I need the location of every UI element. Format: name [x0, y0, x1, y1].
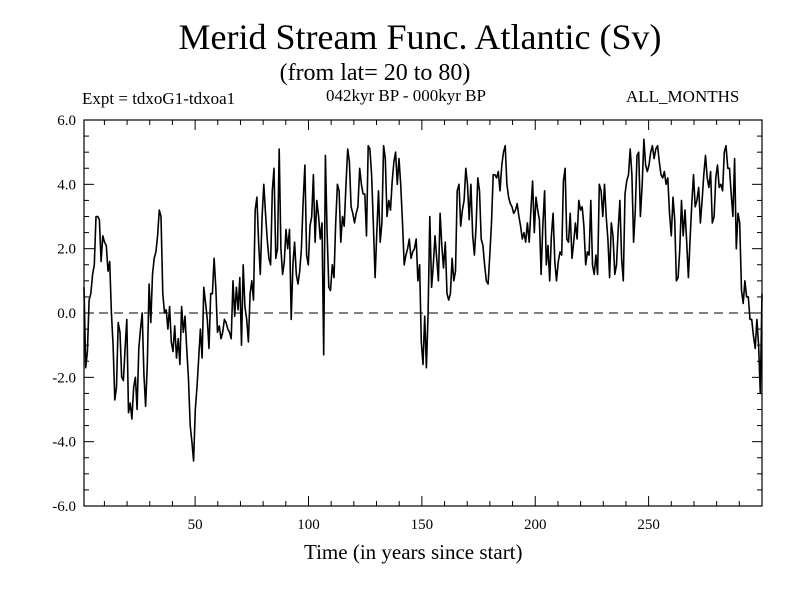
x-tick-label: 200	[524, 517, 547, 533]
experiment-label: Expt = tdxoG1-tdxoa1	[82, 89, 236, 108]
x-axis-label: Time (in years since start)	[304, 540, 523, 564]
series-line-0	[83, 138, 763, 462]
y-tick-label: -2.0	[52, 370, 76, 386]
y-tick-label: -4.0	[52, 435, 76, 451]
x-tick-label: 250	[637, 517, 660, 533]
period-label: 042kyr BP - 000kyr BP	[326, 86, 486, 105]
x-tick-label: 150	[411, 517, 434, 533]
y-tick-label: -6.0	[52, 499, 76, 515]
chart-subtitle: (from lat= 20 to 80)	[279, 60, 471, 86]
chart-title: Merid Stream Func. Atlantic (Sv)	[178, 17, 662, 57]
y-tick-label: 0.0	[57, 306, 76, 322]
x-tick-label: 100	[297, 517, 320, 533]
x-tick-label: 50	[188, 517, 203, 533]
months-label: ALL_MONTHS	[626, 87, 740, 106]
y-tick-label: 2.0	[57, 242, 76, 258]
y-tick-label: 6.0	[57, 113, 76, 129]
y-tick-label: 4.0	[57, 177, 76, 193]
